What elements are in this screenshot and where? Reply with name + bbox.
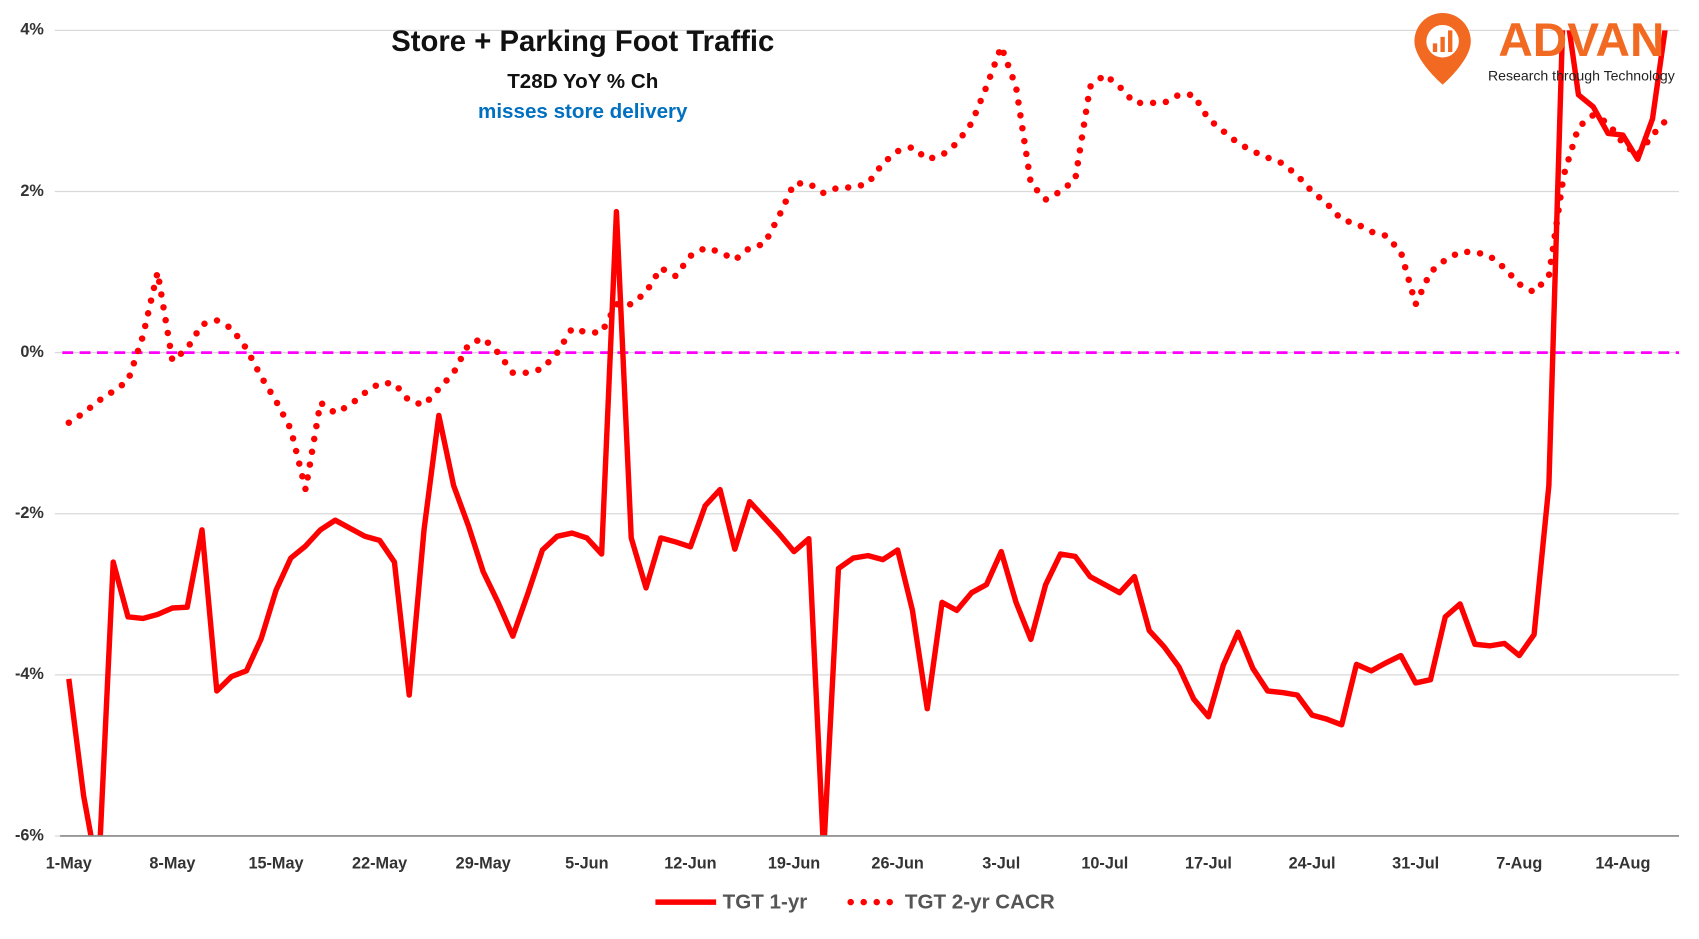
y-tick-label: -6% xyxy=(15,826,44,844)
x-tick-label: 29-May xyxy=(456,854,511,872)
x-tick-label: 10-Jul xyxy=(1081,854,1128,872)
x-tick-label: 19-Jun xyxy=(768,854,820,872)
annotation: misses store delivery xyxy=(478,100,688,123)
plot-area xyxy=(62,30,1679,836)
chart-title: Store + Parking Foot Traffic xyxy=(391,26,774,58)
x-tick-label: 31-Jul xyxy=(1392,854,1439,872)
logo-bar xyxy=(1432,43,1438,53)
x-tick-label: 26-Jun xyxy=(871,854,923,872)
logo: ADVAN Research through Technology xyxy=(1414,13,1676,85)
x-tick-label: 24-Jul xyxy=(1289,854,1336,872)
x-tick-label: 14-Aug xyxy=(1595,854,1650,872)
grid xyxy=(54,29,1679,837)
y-tick-label: 4% xyxy=(20,21,44,39)
logo-bar xyxy=(1448,30,1453,53)
x-tick-label: 1-May xyxy=(46,854,92,872)
y-tick-label: 0% xyxy=(20,343,44,361)
y-tick-label: 2% xyxy=(20,182,44,200)
logo-name: ADVAN xyxy=(1498,14,1664,67)
y-tick-label: -4% xyxy=(15,665,44,683)
x-tick-label: 22-May xyxy=(352,854,407,872)
x-tick-label: 5-Jun xyxy=(565,854,608,872)
legend-label: TGT 2-yr CACR xyxy=(905,891,1055,914)
logo-tagline: Research through Technology xyxy=(1488,68,1676,84)
legend-label: TGT 1-yr xyxy=(723,891,808,914)
x-tick-label: 12-Jun xyxy=(664,854,716,872)
x-tick-label: 17-Jul xyxy=(1185,854,1232,872)
series-line xyxy=(65,37,1671,491)
x-tick-label: 3-Jul xyxy=(982,854,1020,872)
y-tick-label: -2% xyxy=(15,504,44,522)
x-tick-label: 7-Aug xyxy=(1496,854,1542,872)
chart-subtitle: T28D YoY % Ch xyxy=(507,70,658,93)
x-tick-label: 15-May xyxy=(248,854,303,872)
legend: TGT 1-yr TGT 2-yr CACR xyxy=(655,891,1055,914)
series-line xyxy=(66,30,1668,836)
logo-bar xyxy=(1440,36,1445,53)
x-tick-label: 8-May xyxy=(149,854,195,872)
